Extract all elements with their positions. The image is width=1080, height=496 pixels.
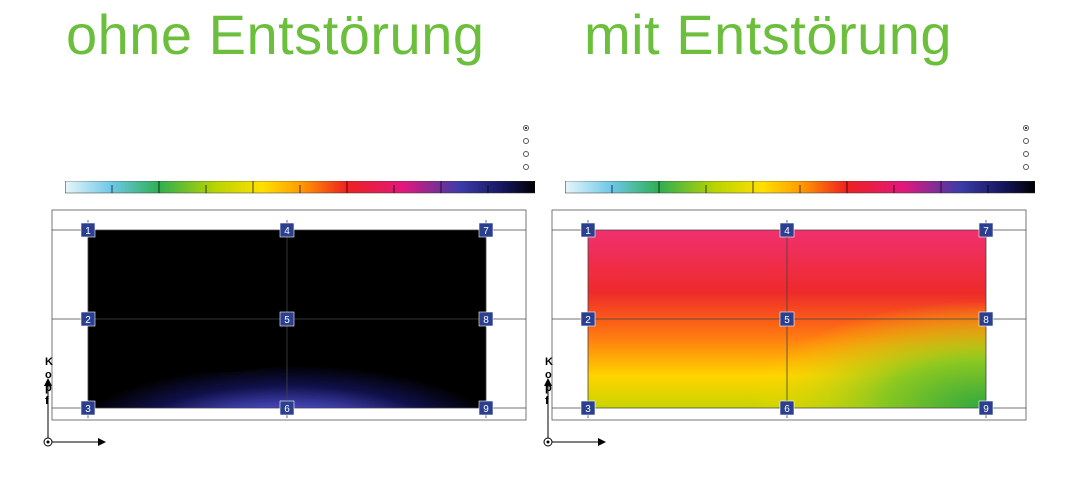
measuring-point-label: 5 [284, 315, 290, 326]
measuring-point-label: 8 [983, 315, 989, 326]
measurement-panel-left: 123456789Kopf [40, 78, 540, 493]
row-radio-button[interactable] [523, 125, 529, 131]
measuring-point-label: 3 [585, 404, 591, 415]
z-axis-dot [46, 440, 50, 444]
measuring-point-marker [279, 400, 295, 416]
measuring-point-marker [978, 311, 994, 327]
measuring-point-label: 6 [784, 404, 790, 415]
measuring-point-marker [978, 222, 994, 238]
measuring-point-marker [478, 311, 494, 327]
measuring-point-marker [580, 400, 596, 416]
head-axis-letter: f [545, 395, 549, 407]
head-axis-letter: f [45, 395, 49, 407]
measuring-point-marker [80, 311, 96, 327]
measuring-point-marker [779, 400, 795, 416]
measuring-point-label: 4 [284, 226, 290, 237]
heading-without: ohne Entstörung [66, 3, 485, 66]
x-arrow-head [98, 438, 106, 446]
measuring-point-marker [978, 400, 994, 416]
row-radio-button[interactable] [1023, 138, 1029, 144]
row-radio-button[interactable] [523, 138, 529, 144]
measuring-point-label: 3 [85, 404, 91, 415]
color-scale-bar [65, 181, 535, 194]
row-radio-button[interactable] [1023, 164, 1029, 170]
measuring-point-label: 6 [284, 404, 290, 415]
measuring-point-label: 9 [483, 404, 489, 415]
head-axis-letter: o [545, 369, 552, 381]
head-axis-letter: K [545, 356, 553, 368]
measuring-point-marker [779, 222, 795, 238]
measuring-point-label: 8 [483, 315, 489, 326]
measuring-point-label: 2 [585, 315, 591, 326]
head-axis-letter: K [45, 356, 53, 368]
measuring-point-marker [478, 400, 494, 416]
measuring-point-label: 1 [85, 226, 91, 237]
measurement-panel-right: 123456789Kopf [540, 78, 1040, 493]
measuring-point-label: 4 [784, 226, 790, 237]
measuring-point-marker [580, 311, 596, 327]
field-heatmap: 1 2 3 4 5 6 7 8 9 [551, 209, 1027, 421]
measuring-point-label: 7 [983, 226, 989, 237]
color-scale-bar [565, 181, 1035, 194]
axis-indicator [43, 378, 106, 447]
measuring-point-marker [279, 311, 295, 327]
y-arrow-head [544, 378, 552, 386]
row-radio-button[interactable] [523, 164, 529, 170]
heatmap-gradient-area [88, 270, 486, 408]
measuring-point-label: 7 [483, 226, 489, 237]
measuring-point-marker [779, 311, 795, 327]
axis-indicator [543, 378, 606, 447]
field-heatmap: 1 2 3 4 5 6 7 8 9 [51, 209, 527, 421]
heading-with: mit Entstörung [584, 3, 953, 66]
measuring-point-marker [80, 222, 96, 238]
measuring-point-label: 2 [85, 315, 91, 326]
measuring-point-marker [580, 222, 596, 238]
measuring-point-marker [478, 222, 494, 238]
y-arrow-head [44, 378, 52, 386]
row-radio-button[interactable] [1023, 151, 1029, 157]
row-radio-button[interactable] [1023, 125, 1029, 131]
measuring-point-marker [279, 222, 295, 238]
measuring-point-label: 9 [983, 404, 989, 415]
z-axis-dot [546, 440, 550, 444]
head-axis-letter: o [45, 369, 52, 381]
x-arrow-head [598, 438, 606, 446]
measuring-point-label: 5 [784, 315, 790, 326]
measuring-point-label: 1 [585, 226, 591, 237]
measuring-point-marker [80, 400, 96, 416]
row-radio-button[interactable] [523, 151, 529, 157]
